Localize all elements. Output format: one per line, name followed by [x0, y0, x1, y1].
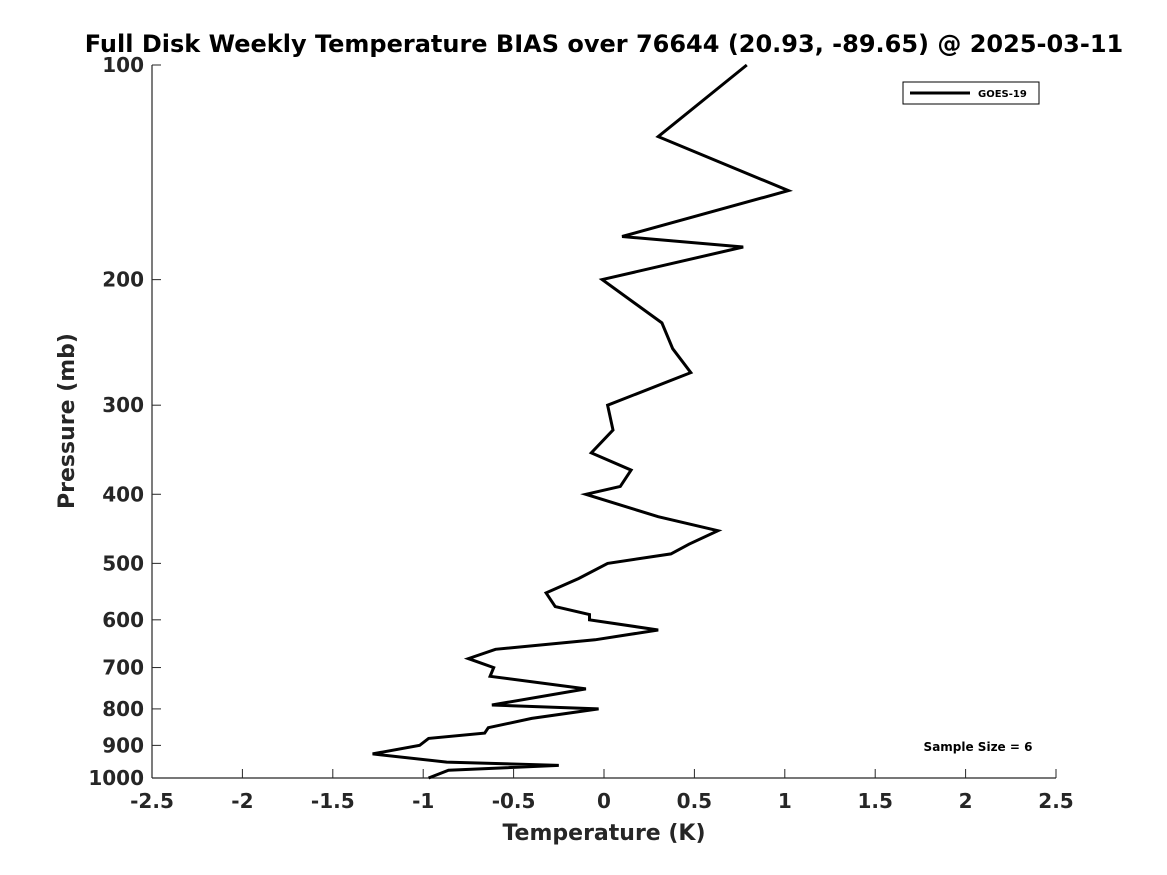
legend-label-goes-19: GOES-19 — [978, 89, 1027, 100]
y-tick-label: 600 — [102, 608, 144, 632]
y-tick-label: 800 — [102, 697, 144, 721]
y-tick-label: 500 — [102, 551, 144, 575]
y-axis-label: Pressure (mb) — [55, 333, 80, 509]
plot-axes — [151, 65, 1056, 779]
x-tick-label: -1.5 — [311, 789, 355, 813]
x-tick-label: -2.5 — [130, 789, 174, 813]
x-tick-label: -0.5 — [492, 789, 536, 813]
sample-size-annotation: Sample Size = 6 — [924, 740, 1033, 754]
y-tick-label: 300 — [102, 393, 144, 417]
x-axis-label: Temperature (K) — [502, 821, 705, 846]
x-tick-label: -1 — [412, 789, 434, 813]
series-layer — [372, 63, 794, 780]
y-tick-label: 200 — [102, 268, 144, 292]
y-tick-label: 700 — [102, 656, 144, 680]
y-tick-label: 900 — [102, 733, 144, 757]
x-tick-label: -2 — [231, 789, 253, 813]
x-axis-ticks: -2.5 -2 -1.5 -1 -0.5 0 0.5 1 1.5 2 2.5 — [130, 769, 1074, 813]
x-tick-label: 1.5 — [857, 789, 892, 813]
x-tick-label: 1 — [778, 789, 792, 813]
x-tick-label: 2.5 — [1038, 789, 1073, 813]
y-tick-label: 1000 — [88, 766, 144, 790]
x-tick-label: 2 — [959, 789, 973, 813]
y-axis-ticks: 100 200 300 400 500 600 700 800 900 1000 — [88, 53, 161, 790]
y-tick-label: 100 — [102, 53, 144, 77]
chart-title: Full Disk Weekly Temperature BIAS over 7… — [85, 30, 1124, 58]
legend-box — [902, 81, 1040, 105]
legend: GOES-19 — [902, 81, 1040, 105]
x-tick-label: 0 — [597, 789, 611, 813]
y-tick-label: 400 — [102, 482, 144, 506]
x-tick-label: 0.5 — [677, 789, 712, 813]
series-line-goes-19 — [372, 63, 794, 780]
